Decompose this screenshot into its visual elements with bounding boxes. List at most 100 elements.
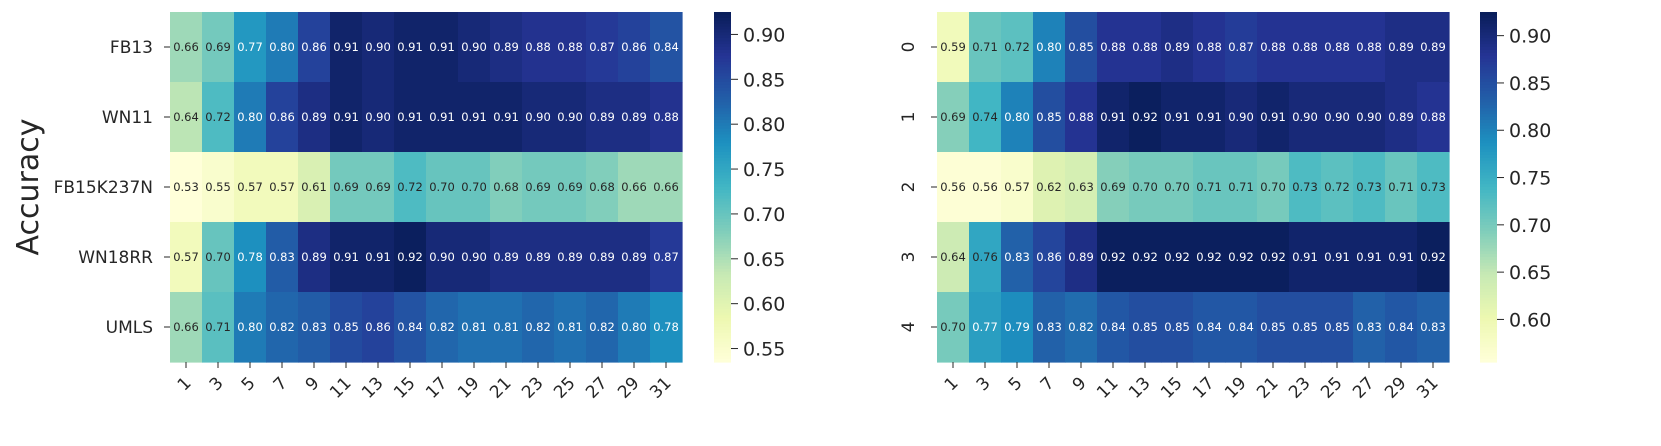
cell-value-label: 0.71 (205, 320, 231, 334)
heatmap-cell (394, 82, 427, 153)
heatmap-cell (298, 292, 331, 363)
y-tick-label: UMLS (106, 318, 153, 338)
colorbar-segment (1480, 201, 1497, 206)
colorbar-segment (714, 239, 731, 244)
colorbar-segment (714, 350, 731, 354)
cell-value-label: 0.85 (1292, 320, 1318, 334)
heatmap-cell (1129, 12, 1162, 83)
cell-value-label: 0.83 (269, 250, 295, 264)
colorbar-segment (1480, 61, 1497, 66)
cell-value-label: 0.73 (1292, 180, 1318, 194)
colorbar-segment (714, 58, 731, 63)
colorbar-segment (1480, 280, 1497, 284)
colorbar-segment (714, 306, 731, 311)
heatmap-cell (522, 12, 555, 83)
cell-value-label: 0.77 (237, 40, 263, 54)
heatmap-cell (1225, 292, 1258, 363)
cell-value-label: 0.83 (301, 320, 327, 334)
cell-value-label: 0.89 (301, 110, 327, 124)
colorbar-segment (714, 122, 731, 127)
colorbar-segment (714, 163, 731, 168)
colorbar-segment (1480, 20, 1497, 25)
x-tick-label: 27 (582, 373, 611, 402)
colorbar-segment (714, 23, 731, 28)
heatmap-cell (426, 222, 459, 293)
colorbar-segment (714, 70, 731, 74)
cell-value-label: 0.56 (940, 180, 966, 194)
colorbar-segment (714, 73, 731, 77)
heatmap-cell (1225, 222, 1258, 293)
cell-value-label: 0.89 (589, 110, 615, 124)
colorbar-segment (1480, 38, 1497, 42)
colorbar-segment (1480, 274, 1497, 279)
cell-value-label: 0.73 (1356, 180, 1382, 194)
colorbar-segment (1480, 117, 1497, 121)
x-tick-label: 9 (302, 373, 324, 395)
heatmap-cell (426, 12, 459, 83)
cell-value-label: 0.70 (1132, 180, 1158, 194)
colorbar-segment (714, 29, 731, 34)
heatmap-cell (458, 152, 491, 223)
heatmap-cell (1193, 12, 1226, 83)
heatmap-cell (266, 152, 299, 223)
x-tick-label: 9 (1069, 373, 1091, 395)
cell-value-label: 0.89 (1164, 40, 1190, 54)
cell-value-label: 0.88 (1292, 40, 1318, 54)
colorbar-segment (1480, 149, 1497, 153)
colorbar-segment (1480, 26, 1497, 31)
cell-value-label: 0.82 (429, 320, 455, 334)
colorbar-segment (714, 160, 731, 165)
cell-value-label: 0.90 (1292, 110, 1318, 124)
heatmap-cell (1353, 82, 1386, 153)
colorbar-segment (1480, 271, 1497, 276)
colorbar-segment (1480, 175, 1497, 179)
cell-value-label: 0.81 (493, 320, 519, 334)
colorbar-segment (1480, 254, 1497, 258)
colorbar-segment (1480, 222, 1497, 226)
colorbar-segment (1480, 17, 1497, 22)
heatmap-cell (1289, 82, 1322, 153)
colorbar-segment (1480, 67, 1497, 71)
colorbar-segment (714, 108, 731, 112)
y-tick-label: 0 (899, 42, 919, 53)
cell-value-label: 0.92 (1260, 250, 1286, 264)
heatmap-cell (266, 222, 299, 293)
cell-value-label: 0.91 (429, 40, 455, 54)
x-tick-label: 11 (1093, 373, 1122, 402)
colorbar-segment (714, 227, 731, 232)
cell-value-label: 0.92 (1100, 250, 1126, 264)
colorbar-segment (1480, 79, 1497, 83)
cell-value-label: 0.89 (589, 250, 615, 264)
cell-value-label: 0.90 (365, 110, 391, 124)
colorbar-segment (1480, 195, 1497, 200)
heatmap-cell (969, 292, 1002, 363)
heatmap-cell (1001, 82, 1034, 153)
colorbar-segment (714, 207, 731, 211)
cell-value-label: 0.76 (972, 250, 998, 264)
colorbar-segment (1480, 210, 1497, 214)
heatmap-cell (1033, 82, 1066, 153)
heatmap-cell (202, 12, 235, 83)
heatmap-cell (554, 12, 587, 83)
colorbar-segment (1480, 84, 1497, 89)
x-tick-label: 3 (206, 373, 228, 395)
x-tick-label: 21 (1253, 373, 1282, 402)
colorbar-segment (714, 327, 731, 331)
cell-value-label: 0.82 (525, 320, 551, 334)
heatmap-cell (234, 82, 267, 153)
cell-value-label: 0.71 (1228, 180, 1254, 194)
cell-value-label: 0.87 (1228, 40, 1254, 54)
colorbar-segment (1480, 41, 1497, 45)
heatmap-cell (1385, 292, 1418, 363)
cell-value-label: 0.90 (525, 110, 551, 124)
heatmap-cell (1417, 292, 1450, 363)
colorbar-segment (714, 117, 731, 121)
heatmap-cell (1417, 152, 1450, 223)
colorbar-segment (714, 297, 731, 302)
colorbar-segment (1480, 324, 1497, 328)
colorbar-segment (1480, 341, 1497, 346)
colorbar-segment (714, 90, 731, 95)
cell-value-label: 0.80 (1004, 110, 1030, 124)
colorbar-segment (714, 353, 731, 357)
colorbar-segment (714, 324, 731, 328)
